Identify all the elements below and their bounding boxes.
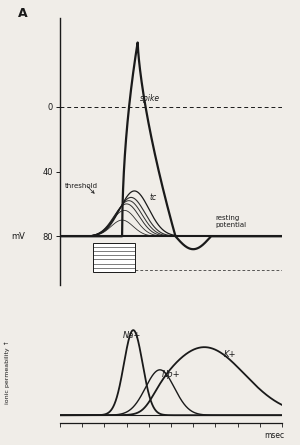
Bar — [93, 243, 136, 272]
Text: threshold: threshold — [65, 183, 98, 189]
Text: spike: spike — [140, 94, 160, 103]
Text: Na+: Na+ — [123, 331, 142, 340]
Text: msec: msec — [264, 431, 284, 440]
Text: tc: tc — [150, 193, 157, 202]
Text: mV: mV — [11, 232, 25, 241]
Text: stimulus: stimulus — [100, 261, 129, 267]
Text: A: A — [18, 7, 27, 20]
Text: Np+: Np+ — [162, 370, 181, 380]
Text: resting
potential: resting potential — [215, 215, 247, 228]
Text: ionic permeability ↑: ionic permeability ↑ — [5, 340, 10, 404]
Text: K+: K+ — [224, 350, 237, 359]
